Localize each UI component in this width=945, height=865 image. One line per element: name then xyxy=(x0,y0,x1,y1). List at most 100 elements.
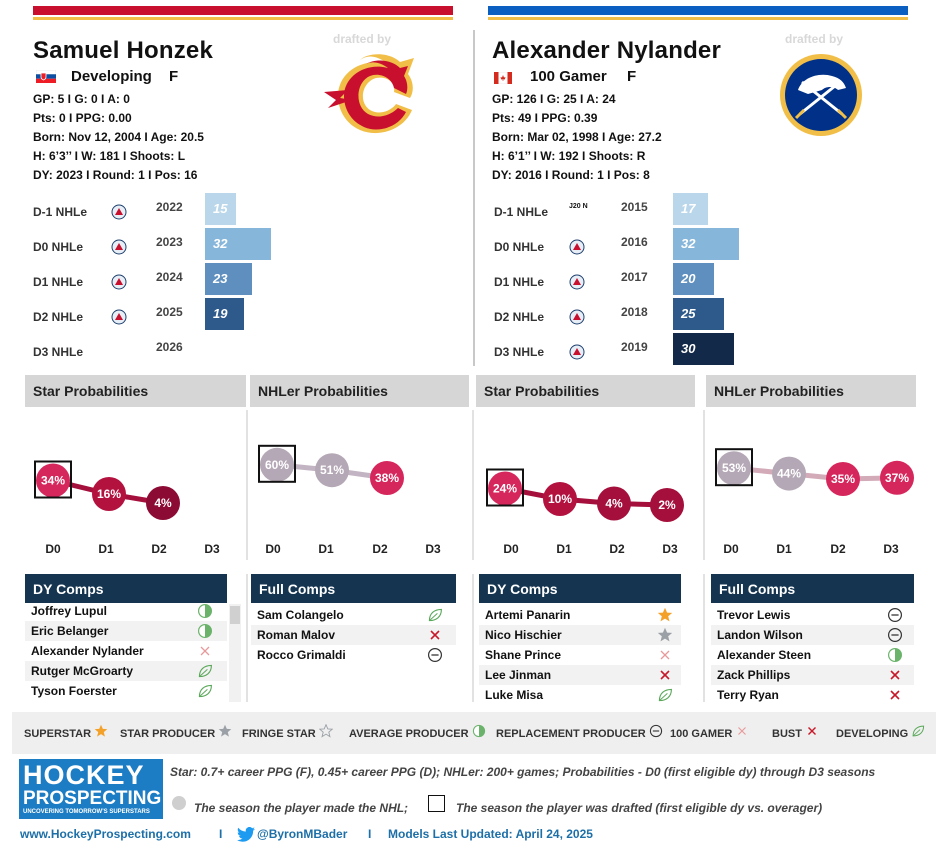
twitter-handle-link[interactable]: @ByronMBader xyxy=(257,827,348,841)
league-logo-icon xyxy=(111,239,127,255)
axis-label: D1 xyxy=(556,542,572,556)
prob-point xyxy=(36,463,70,498)
comp-player-name: Rocco Grimaldi xyxy=(257,648,346,662)
nhle-bar: 25 xyxy=(673,298,724,330)
season-label: D2 NHLe xyxy=(494,310,545,324)
left-draft-line: DY: 2023 I Round: 1 I Pos: 16 xyxy=(33,168,198,182)
drafted-season-box xyxy=(486,468,524,507)
legend-label: STAR PRODUCER xyxy=(120,727,216,740)
prob-point xyxy=(880,460,914,495)
left-full-comp-row[interactable]: Sam Colangelo xyxy=(251,605,456,625)
right-dy-comp-row[interactable]: Lee Jinman xyxy=(479,665,681,685)
leaf-icon xyxy=(657,687,673,703)
x-icon xyxy=(657,667,673,683)
comp-player-name: Joffrey Lupul xyxy=(31,604,108,618)
minus-icon xyxy=(649,724,663,741)
legend-label: DEVELOPING xyxy=(836,727,909,740)
nhle-bar: 19 xyxy=(205,298,244,330)
comp-player-name: Eric Belanger xyxy=(31,624,109,638)
right-status: 100 Gamer xyxy=(530,68,607,85)
legend-item: DEVELOPING xyxy=(836,724,925,741)
right-dy-comp-row[interactable]: Artemi Panarin xyxy=(479,605,681,625)
prob-value-label: 38% xyxy=(375,471,399,485)
left-dy-comp-row[interactable]: Eric Belanger xyxy=(25,621,227,641)
prob-point xyxy=(772,456,806,491)
right-accent-bar xyxy=(488,6,908,20)
league-logo-icon xyxy=(569,239,585,255)
drafted-season-box xyxy=(34,460,72,499)
right-dy-comp-row[interactable]: Luke Misa xyxy=(479,685,681,705)
left-position: F xyxy=(169,68,179,85)
right-dy-comp-row[interactable]: Shane Prince xyxy=(479,645,681,665)
x-icon xyxy=(887,667,903,683)
x-light-icon xyxy=(197,643,213,659)
nhle-bar: 32 xyxy=(673,228,739,260)
left-dy-comps-scrollbar[interactable] xyxy=(229,604,241,702)
prob-point xyxy=(543,482,577,516)
leaf-icon xyxy=(197,683,213,699)
website-link[interactable]: www.HockeyProspecting.com xyxy=(20,827,191,841)
right-position: F xyxy=(627,68,637,85)
season-year: 2017 xyxy=(621,270,648,284)
average-icon xyxy=(887,647,903,663)
nhle-value: 32 xyxy=(681,236,696,251)
nhle-bar: 30 xyxy=(673,333,734,365)
panel-divider xyxy=(246,410,248,560)
season-label: D2 NHLe xyxy=(33,310,84,324)
prob-point xyxy=(650,488,684,522)
left-dy-comp-row[interactable]: Alexander Nylander xyxy=(25,641,227,661)
right-full-comps-title: Full Comps xyxy=(711,574,914,603)
league-logo-icon xyxy=(569,309,585,325)
leaf-icon xyxy=(427,607,443,623)
prob-value-label: 44% xyxy=(777,467,801,481)
season-year: 2016 xyxy=(621,235,648,249)
right-full-comp-row[interactable]: Terry Ryan xyxy=(711,685,914,705)
minus-icon xyxy=(887,607,903,623)
hockey-prospecting-logo[interactable]: HOCKEY PROSPECTING UNCOVERING TOMORROW'S… xyxy=(19,759,163,819)
legend-item: AVERAGE PRODUCER xyxy=(349,724,486,741)
footer-separator: I xyxy=(219,827,223,841)
leaf-icon xyxy=(911,724,925,741)
probability-charts: 34% 16% 4% D0 D1 D2 D3 60% 51% 38% D0 D1 D2 D3 24% 10% 4… xyxy=(34,444,914,556)
drafted-season-box xyxy=(258,444,296,483)
league-logo-icon xyxy=(111,274,127,290)
panel-divider xyxy=(703,574,705,702)
prob-point xyxy=(260,447,294,482)
prob-point xyxy=(92,477,126,511)
axis-label: D0 xyxy=(503,542,519,556)
right-dy-comp-row[interactable]: Nico Hischier xyxy=(479,625,681,645)
left-dy-comp-row[interactable]: Joffrey Lupul xyxy=(25,601,227,621)
twitter-icon xyxy=(237,827,255,842)
footer-note-nhl: The season the player made the NHL; xyxy=(194,801,409,815)
legend-label: REPLACEMENT PRODUCER xyxy=(496,727,646,740)
legend-item: STAR PRODUCER xyxy=(120,724,232,741)
right-draft-line: DY: 2016 I Round: 1 I Pos: 8 xyxy=(492,168,650,182)
season-label: D-1 NHLe xyxy=(494,205,549,219)
right-full-comp-row[interactable]: Trevor Lewis xyxy=(711,605,914,625)
average-icon xyxy=(472,724,486,741)
right-full-comp-row[interactable]: Zack Phillips xyxy=(711,665,914,685)
right-player-name: Alexander Nylander xyxy=(492,37,722,64)
right-full-comp-row[interactable]: Alexander Steen xyxy=(711,645,914,665)
axis-label: D3 xyxy=(883,542,899,556)
x-icon xyxy=(887,687,903,703)
buffalo-sabres-logo xyxy=(778,52,864,138)
season-label: D3 NHLe xyxy=(33,345,84,359)
axis-label: D3 xyxy=(204,542,220,556)
prob-value-label: 24% xyxy=(493,482,517,496)
star-orange-icon xyxy=(657,607,673,623)
legend-label: BUST xyxy=(772,727,802,740)
left-full-comps-title: Full Comps xyxy=(251,574,456,603)
x-light-icon xyxy=(657,647,673,663)
axis-label: D1 xyxy=(98,542,114,556)
nhle-value: 25 xyxy=(681,306,696,321)
left-dy-comp-row[interactable]: Tyson Foerster xyxy=(25,681,227,701)
left-full-comp-row[interactable]: Roman Malov xyxy=(251,625,456,645)
comp-player-name: Landon Wilson xyxy=(717,628,803,642)
left-full-comp-row[interactable]: Rocco Grimaldi xyxy=(251,645,456,665)
comp-player-name: Tyson Foerster xyxy=(31,684,117,698)
right-full-comp-row[interactable]: Landon Wilson xyxy=(711,625,914,645)
left-dy-comp-row[interactable]: Rutger McGroarty xyxy=(25,661,227,681)
left-size-line: H: 6’3’’ I W: 181 I Shoots: L xyxy=(33,149,186,163)
nhle-bar: 17 xyxy=(673,193,708,225)
